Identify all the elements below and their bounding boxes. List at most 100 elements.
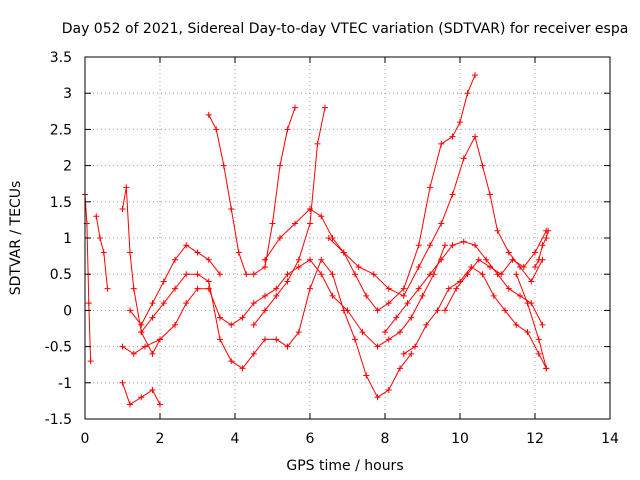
data-point xyxy=(127,307,133,314)
y-tick-labels: -1.5 -1 -0.5 0 0.5 1 1.5 2 2.5 3 3.5 xyxy=(45,50,72,428)
data-point xyxy=(93,213,100,220)
x-axis-label: GPS time / hours xyxy=(286,458,403,474)
data-point xyxy=(194,249,201,256)
data-point xyxy=(505,249,512,256)
data-point xyxy=(205,256,212,263)
data-point xyxy=(325,235,332,241)
data-point xyxy=(393,314,400,321)
data-point xyxy=(513,321,520,328)
data-point xyxy=(273,285,280,292)
data-point xyxy=(273,292,280,299)
series-trace xyxy=(444,230,547,311)
data-point xyxy=(149,314,156,321)
data-point xyxy=(138,321,145,328)
data-point xyxy=(532,249,538,256)
data-point xyxy=(472,242,478,249)
series-arc-5 xyxy=(119,242,448,357)
data-point xyxy=(479,162,486,169)
data-point xyxy=(427,242,433,249)
data-point xyxy=(160,278,167,285)
data-point xyxy=(183,271,190,278)
data-point xyxy=(307,256,313,263)
series-trace xyxy=(95,216,108,289)
data-point xyxy=(517,292,523,299)
series-trace xyxy=(403,266,547,369)
series-arc-16 xyxy=(532,227,552,270)
y-tick-label: 0 xyxy=(63,303,72,319)
data-point xyxy=(535,256,542,263)
series-arc-7 xyxy=(138,256,415,401)
data-point xyxy=(318,256,325,263)
data-point xyxy=(262,263,268,270)
series-trace xyxy=(122,245,446,355)
y-tick-label: 1 xyxy=(63,231,72,247)
data-point xyxy=(472,133,478,140)
data-point xyxy=(250,300,257,307)
data-point xyxy=(513,271,520,278)
data-point xyxy=(400,350,407,357)
data-point xyxy=(183,300,190,307)
data-point xyxy=(509,256,516,263)
data-point xyxy=(423,321,430,328)
data-point xyxy=(307,206,313,213)
data-point xyxy=(524,300,531,307)
data-point xyxy=(292,104,298,111)
data-point xyxy=(220,162,227,169)
series-arc-9 xyxy=(250,104,328,328)
data-point xyxy=(472,72,478,79)
data-point xyxy=(235,249,242,256)
y-tick-label: 3 xyxy=(63,86,72,102)
data-point xyxy=(277,162,283,169)
data-point xyxy=(142,343,148,350)
data-point xyxy=(318,213,325,220)
data-point xyxy=(250,350,257,357)
data-point xyxy=(314,140,321,147)
data-point xyxy=(194,271,201,278)
data-point xyxy=(217,271,223,278)
data-point xyxy=(228,321,235,328)
x-tick-label: 14 xyxy=(601,431,619,447)
y-tick-label: -1.5 xyxy=(45,412,72,428)
data-point xyxy=(352,336,358,343)
data-point xyxy=(104,285,111,292)
data-point xyxy=(385,336,392,343)
data-point xyxy=(284,343,291,350)
data-point xyxy=(205,278,212,285)
data-point xyxy=(130,285,137,292)
data-point xyxy=(100,249,107,256)
data-point xyxy=(464,271,471,278)
data-point xyxy=(449,133,456,140)
data-point xyxy=(505,285,512,292)
data-point xyxy=(363,372,370,379)
data-point xyxy=(243,271,250,278)
data-point xyxy=(404,300,411,307)
data-point xyxy=(359,329,366,336)
data-point xyxy=(295,256,302,263)
data-point xyxy=(329,271,336,278)
data-point xyxy=(397,329,403,336)
data-point xyxy=(217,314,223,321)
series-arc-10 xyxy=(262,72,478,314)
data-point xyxy=(295,263,302,270)
x-tick-labels: 0 2 4 6 8 10 12 14 xyxy=(81,431,619,447)
series-arc-6 xyxy=(127,242,223,328)
data-point xyxy=(397,365,403,372)
data-point xyxy=(453,285,460,292)
data-point xyxy=(123,184,130,191)
data-point xyxy=(385,300,392,307)
data-point xyxy=(97,235,103,241)
series-arc-8 xyxy=(205,104,298,278)
data-point xyxy=(130,350,137,357)
data-point xyxy=(370,271,377,278)
data-point xyxy=(149,350,156,357)
data-point xyxy=(479,271,486,278)
data-point xyxy=(250,271,257,278)
data-point xyxy=(520,263,527,270)
data-point xyxy=(138,394,145,401)
x-tick-label: 4 xyxy=(231,431,240,447)
data-point xyxy=(284,126,291,133)
data-point xyxy=(329,292,336,299)
data-point xyxy=(295,329,302,336)
data-point xyxy=(524,329,531,336)
series-trace xyxy=(84,194,92,362)
